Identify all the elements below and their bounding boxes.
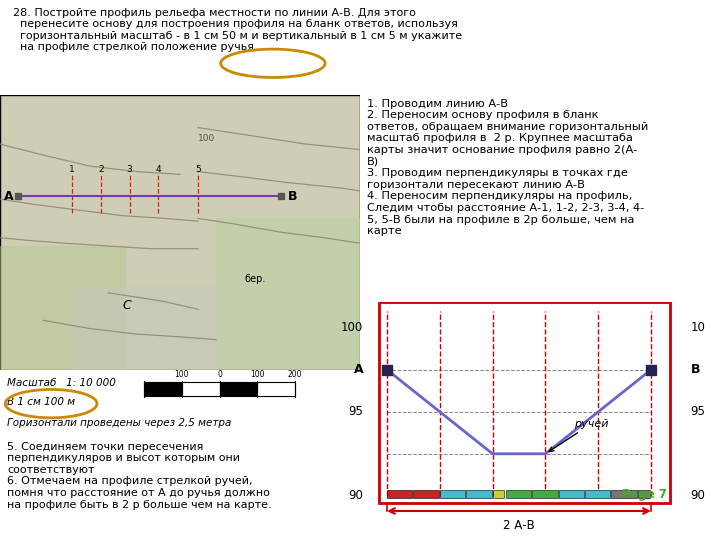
Bar	[466, 490, 492, 498]
Text: 100: 100	[174, 370, 189, 379]
Text: 10: 10	[690, 321, 706, 334]
Bar	[413, 490, 438, 498]
Text: 95: 95	[348, 405, 363, 418]
Text: 2: 2	[98, 165, 104, 174]
Bar	[440, 490, 465, 498]
Text: бер.: бер.	[245, 274, 266, 284]
Bar	[585, 490, 611, 498]
Text: 1: 1	[69, 165, 75, 174]
Bar	[387, 490, 413, 498]
Text: 100: 100	[341, 321, 363, 334]
Text: A: A	[354, 363, 363, 376]
Text: C: C	[122, 299, 131, 312]
Bar	[379, 302, 670, 503]
Bar	[220, 382, 258, 395]
Bar	[216, 218, 360, 370]
Text: 1. Проводим линию А-В
2. Переносим основу профиля в бланк
ответов, обращаем вним: 1. Проводим линию А-В 2. Переносим основ…	[367, 99, 649, 237]
Text: 200: 200	[288, 370, 302, 379]
Text: Горизонтали проведены через 2,5 метра: Горизонтали проведены через 2,5 метра	[7, 418, 232, 429]
Text: Page 7: Page 7	[622, 488, 667, 501]
Text: 4: 4	[156, 165, 161, 174]
Text: 90: 90	[690, 489, 706, 502]
Bar	[611, 490, 636, 498]
Text: 0: 0	[217, 370, 222, 379]
Bar	[0, 246, 126, 370]
Text: B: B	[288, 190, 297, 203]
Text: 2 А-В: 2 А-В	[503, 518, 535, 531]
Text: Масштаб   1: 10 000: Масштаб 1: 10 000	[7, 378, 116, 388]
Text: 100: 100	[198, 134, 215, 143]
Text: 95: 95	[690, 405, 706, 418]
Text: 5. Соединяем точки пересечения
перпендикуляров и высот которым они
соответствуют: 5. Соединяем точки пересечения перпендик…	[7, 442, 272, 510]
Bar	[492, 490, 504, 498]
Bar	[258, 382, 295, 395]
Text: A: A	[4, 190, 13, 203]
Bar	[505, 490, 531, 498]
Bar	[559, 490, 584, 498]
Text: 3: 3	[127, 165, 132, 174]
Text: 5: 5	[195, 165, 201, 174]
Text: 28. Постройте профиль рельефа местности по линии А-В. Для этого
  перенесите осн: 28. Постройте профиль рельефа местности …	[13, 8, 462, 52]
Text: 90: 90	[348, 489, 363, 502]
Text: 100: 100	[250, 370, 265, 379]
Text: B: B	[690, 363, 701, 376]
Bar	[181, 382, 220, 395]
Bar	[72, 287, 216, 370]
Bar	[638, 490, 650, 498]
Text: ручей: ручей	[549, 418, 609, 451]
Bar	[532, 490, 557, 498]
Text: В 1 см 100 м: В 1 см 100 м	[7, 397, 76, 407]
Bar	[144, 382, 181, 395]
